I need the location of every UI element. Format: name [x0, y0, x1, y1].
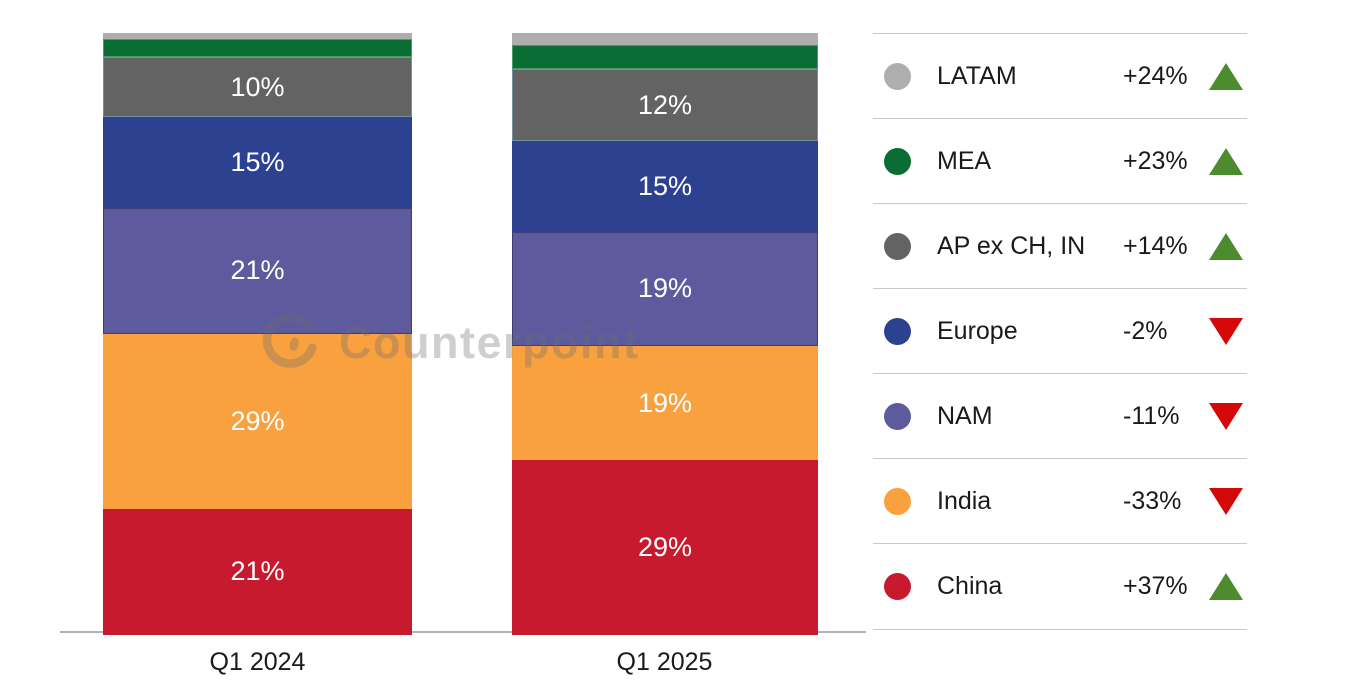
trend-up-icon: [1209, 147, 1243, 175]
bar-segment-china: 21%: [103, 508, 412, 635]
bar-segment-ap-ex-ch-in: 10%: [103, 57, 412, 118]
bar-segment-china: 29%: [512, 460, 818, 635]
trend-up-icon: [1209, 232, 1243, 260]
bar-segment-value: 12%: [637, 89, 693, 120]
legend-label: Europe: [937, 316, 1018, 345]
legend-swatch-india-icon: [884, 487, 911, 515]
bar-segment-latam: [103, 33, 412, 40]
bar-segment-mea: [103, 39, 412, 58]
legend-yoy-change: -33%: [1123, 486, 1182, 515]
bar-segment-india: 19%: [512, 346, 818, 461]
legend-label: MEA: [937, 146, 992, 175]
legend-row-latam: LATAM +24%: [873, 34, 1247, 119]
legend-yoy-change: +23%: [1123, 146, 1188, 175]
x-axis-label-q1-2024: Q1 2024: [209, 648, 306, 676]
bar-segment-nam: 21%: [103, 207, 412, 334]
bar-segment-value: 21%: [230, 255, 285, 286]
stacked-bar-q1-2025: 12% 15% 19% 19% 29%: [512, 33, 818, 635]
legend-swatch-ap-ex-ch-in-icon: [884, 232, 911, 260]
bar-segment-latam: [512, 33, 818, 46]
trend-down-icon: [1209, 487, 1243, 515]
bar-segment-ap-ex-ch-in: 12%: [512, 69, 818, 142]
bar-segment-india: 29%: [103, 333, 412, 509]
bar-segment-value: 15%: [230, 146, 285, 177]
legend-row-europe: Europe -2%: [873, 289, 1247, 374]
legend-label: LATAM: [937, 61, 1017, 90]
legend-label: India: [937, 486, 992, 515]
bar-segment-value: 29%: [637, 532, 693, 563]
x-axis-label-q1-2025: Q1 2025: [616, 648, 713, 676]
legend-row-china: China +37%: [873, 544, 1247, 629]
legend-label: AP ex CH, IN: [937, 231, 1086, 260]
legend-row-mea: MEA +23%: [873, 119, 1247, 204]
bar-segment-mea: [512, 45, 818, 70]
x-axis-line: [60, 631, 866, 633]
bar-segment-europe: 15%: [103, 117, 412, 208]
trend-up-icon: [1209, 62, 1243, 90]
legend-swatch-mea-icon: [884, 147, 911, 175]
bar-segment-value: 21%: [230, 556, 285, 587]
trend-down-icon: [1209, 317, 1243, 345]
bar-segment-value: 29%: [230, 405, 285, 436]
trend-up-icon: [1209, 573, 1243, 600]
legend-yoy-change: +37%: [1123, 572, 1188, 600]
legend-row-ap-ex-ch-in: AP ex CH, IN +14%: [873, 204, 1247, 289]
bar-segment-nam: 19%: [512, 231, 818, 347]
bar-segment-value: 10%: [230, 71, 285, 102]
trend-down-icon: [1209, 402, 1243, 430]
legend-swatch-europe-icon: [884, 317, 911, 345]
legend: LATAM +24% MEA +23% AP ex CH, IN +14% Europe -2…: [873, 33, 1247, 630]
legend-swatch-latam-icon: [884, 62, 911, 90]
legend-yoy-change: -2%: [1123, 316, 1168, 345]
legend-yoy-change: +24%: [1123, 61, 1188, 90]
legend-label: China: [937, 572, 1003, 600]
legend-row-nam: NAM -11%: [873, 374, 1247, 459]
legend-swatch-nam-icon: [884, 402, 911, 430]
legend-swatch-china-icon: [884, 573, 911, 600]
stacked-bar-q1-2024: 10% 15% 21% 29% 21%: [103, 33, 412, 635]
bar-segment-value: 15%: [637, 170, 693, 201]
legend-label: NAM: [937, 401, 993, 430]
legend-yoy-change: +14%: [1123, 231, 1188, 260]
bar-segment-europe: 15%: [512, 141, 818, 232]
legend-row-india: India -33%: [873, 459, 1247, 544]
legend-yoy-change: -11%: [1123, 401, 1180, 430]
bar-segment-value: 19%: [637, 273, 693, 304]
bar-segment-value: 19%: [637, 387, 693, 418]
